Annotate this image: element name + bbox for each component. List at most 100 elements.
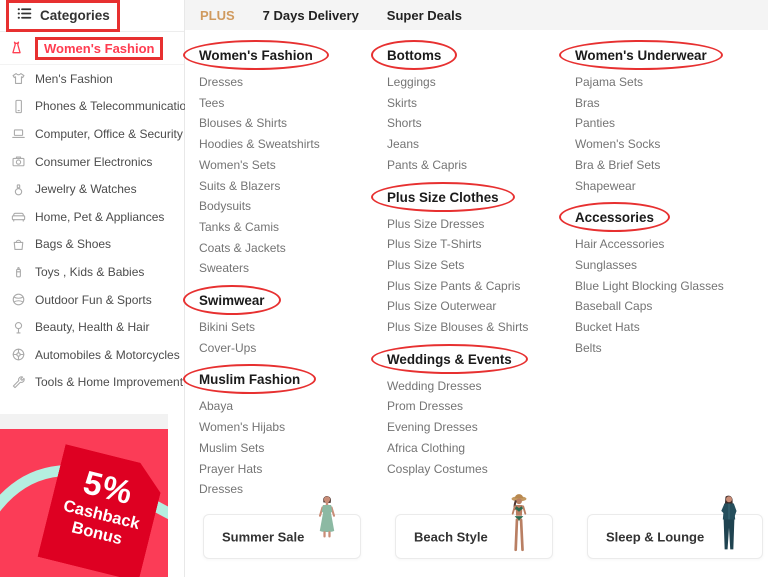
perfume-icon <box>10 181 27 198</box>
category-link[interactable]: Women's Hijabs <box>199 420 286 435</box>
category-section: Women's Fashion Dresses Tees Blouses & Shir… <box>183 40 379 279</box>
promo-card-beach-style[interactable]: Beach Style <box>395 494 553 559</box>
category-link[interactable]: Sweaters <box>199 261 250 276</box>
hamburger-icon <box>16 5 33 27</box>
category-link[interactable]: Plus Size Dresses <box>387 216 485 231</box>
category-link[interactable]: Plus Size Pants & Capris <box>387 278 521 293</box>
sidebar-item-men-s-fashion[interactable]: Men's Fashion <box>0 65 184 93</box>
category-link[interactable]: Sunglasses <box>575 257 638 272</box>
promo-card-sleep-lounge[interactable]: Sleep & Lounge <box>587 495 763 559</box>
sidebar-item-computer-office-security[interactable]: Computer, Office & Security <box>0 120 184 148</box>
category-link[interactable]: Prayer Hats <box>199 461 263 476</box>
category-link[interactable]: Coats & Jackets <box>199 240 286 255</box>
sidebar-item-label: Women's Fashion <box>44 40 155 56</box>
sidebar-item-beauty-health-hair[interactable]: Beauty, Health & Hair <box>0 313 184 341</box>
category-link[interactable]: Baseball Caps <box>575 299 653 314</box>
sidebar-item-phones-telecommunications[interactable]: Phones & Telecommunications <box>0 93 199 121</box>
category-link[interactable]: Bucket Hats <box>575 320 640 335</box>
category-link[interactable]: Hoodies & Sweatshirts <box>199 137 320 152</box>
sidebar-divider-strip <box>0 414 168 429</box>
category-link[interactable]: Wedding Dresses <box>387 378 482 393</box>
sidebar-item-automobiles-motorcycles[interactable]: Automobiles & Motorcycles <box>0 341 184 369</box>
category-link[interactable]: Plus Size Blouses & Shirts <box>387 320 529 335</box>
phone-icon <box>10 98 27 115</box>
category-link[interactable]: Belts <box>575 340 602 355</box>
sidebar-item-bags-shoes[interactable]: Bags & Shoes <box>0 231 184 259</box>
laptop-icon <box>10 125 27 142</box>
category-link[interactable]: Shapewear <box>575 178 636 193</box>
section-header-women-s-underwear[interactable]: Women's Underwear <box>559 40 723 70</box>
category-link[interactable]: Tanks & Camis <box>199 219 280 234</box>
category-link[interactable]: Tees <box>199 95 225 110</box>
sidebar-item-outdoor-fun-sports[interactable]: Outdoor Fun & Sports <box>0 286 184 314</box>
category-link[interactable]: Africa Clothing <box>387 440 466 455</box>
category-link[interactable]: Blue Light Blocking Glasses <box>575 278 724 293</box>
category-link[interactable]: Abaya <box>199 399 234 414</box>
categories-sidebar: Categories Women's Fashion Men's Fashion P… <box>0 0 199 577</box>
category-link[interactable]: Plus Size Outerwear <box>387 299 497 314</box>
category-link[interactable]: Bra & Brief Sets <box>575 157 661 172</box>
category-section: Accessories Hair Accessories Sunglasses Blu… <box>559 196 755 358</box>
sidebar-item-label: Toys , Kids & Babies <box>35 264 145 279</box>
dress-icon <box>8 40 25 57</box>
category-link[interactable]: Women's Socks <box>575 137 661 152</box>
wrench-icon <box>10 374 27 391</box>
categories-header[interactable]: Categories <box>0 0 184 32</box>
sidebar-item-home-pet-appliances[interactable]: Home, Pet & Appliances <box>0 203 184 231</box>
category-link[interactable]: Dresses <box>199 75 244 89</box>
tab-super-deals[interactable]: Super Deals <box>386 7 462 23</box>
section-header-plus-size-clothes[interactable]: Plus Size Clothes <box>371 181 515 212</box>
bag-icon <box>10 236 27 253</box>
sidebar-item-tools-home-improvement[interactable]: Tools & Home Improvement <box>0 369 184 397</box>
category-link[interactable]: Bras <box>575 95 600 110</box>
category-section: Weddings & Events Wedding Dresses Prom Dre… <box>371 338 567 480</box>
category-column-1: Women's Fashion Dresses Tees Blouses & Shir… <box>182 30 379 500</box>
section-header-swimwear[interactable]: Swimwear <box>183 285 280 316</box>
category-link[interactable]: Cover-Ups <box>199 340 257 355</box>
category-link[interactable]: Cosplay Costumes <box>387 461 488 476</box>
category-section: Plus Size Clothes Plus Size Dresses Plus S… <box>371 176 567 338</box>
category-link-list: Bikini Sets Cover-Ups <box>199 317 379 358</box>
category-link[interactable]: Plus Size T-Shirts <box>387 237 482 252</box>
sidebar-item-toys-kids-babies[interactable]: Toys , Kids & Babies <box>0 258 184 286</box>
category-link[interactable]: Skirts <box>387 95 417 110</box>
section-header-weddings-events[interactable]: Weddings & Events <box>371 343 528 374</box>
category-link[interactable]: Pajama Sets <box>575 75 644 89</box>
category-link[interactable]: Hair Accessories <box>575 237 665 252</box>
sidebar-item-jewelry-watches[interactable]: Jewelry & Watches <box>0 175 184 203</box>
category-link[interactable]: Bodysuits <box>199 199 252 214</box>
section-header-muslim-fashion[interactable]: Muslim Fashion <box>182 364 317 395</box>
category-link[interactable]: Evening Dresses <box>387 420 478 435</box>
sidebar-item-consumer-electronics[interactable]: Consumer Electronics <box>0 148 184 176</box>
section-header-accessories[interactable]: Accessories <box>559 202 670 233</box>
sidebar-item-label: Automobiles & Motorcycles <box>35 347 180 362</box>
category-link[interactable]: Suits & Blazers <box>199 178 281 193</box>
category-link[interactable]: Muslim Sets <box>199 440 265 455</box>
promo-card-label: Sleep & Lounge <box>606 529 705 544</box>
category-link-list: Wedding Dresses Prom Dresses Evening Dress… <box>387 376 567 480</box>
category-link[interactable]: Bikini Sets <box>199 320 256 335</box>
category-link[interactable]: Panties <box>575 116 616 131</box>
section-header-women-s-fashion[interactable]: Women's Fashion <box>183 40 329 70</box>
category-link[interactable]: Blouses & Shirts <box>199 116 288 131</box>
category-link[interactable]: Prom Dresses <box>387 399 464 414</box>
promo-card-summer-sale[interactable]: Summer Sale <box>203 496 361 559</box>
category-link[interactable]: Jeans <box>387 137 420 152</box>
category-link[interactable]: Dresses <box>199 482 244 497</box>
category-link[interactable]: Plus Size Sets <box>387 257 465 272</box>
sidebar-item-label: Tools & Home Improvement <box>35 375 184 390</box>
annotation-box: Categories <box>6 0 120 32</box>
category-link[interactable]: Women's Sets <box>199 157 276 172</box>
cashback-promo-banner[interactable]: 5% Cashback Bonus <box>0 429 168 577</box>
category-link[interactable]: Shorts <box>387 116 422 131</box>
section-header-bottoms[interactable]: Bottoms <box>370 40 458 70</box>
tab-7-days-delivery[interactable]: 7 Days Delivery <box>262 7 359 23</box>
category-link[interactable]: Pants & Capris <box>387 157 468 172</box>
pajama-model <box>706 492 752 556</box>
wheel-icon <box>10 346 27 363</box>
sidebar-item-women-s-fashion[interactable]: Women's Fashion <box>0 32 184 65</box>
mirror-icon <box>10 319 27 336</box>
tab-plus[interactable]: PLUS <box>200 7 235 23</box>
category-link[interactable]: Leggings <box>387 75 436 89</box>
